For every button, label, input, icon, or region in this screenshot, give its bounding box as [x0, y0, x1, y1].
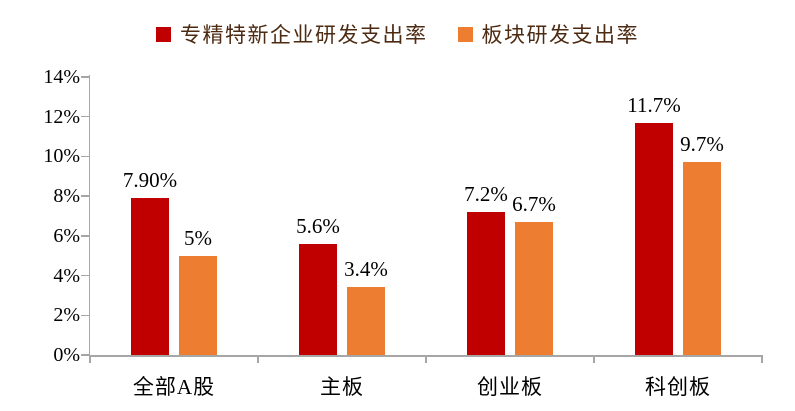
- legend-swatch: [457, 26, 473, 42]
- legend-item: 专精特新企业研发支出率: [156, 19, 428, 49]
- x-axis-category-label: 创业板: [477, 375, 543, 399]
- bar-value-label: 11.7%: [627, 92, 681, 117]
- bar-value-label: 5.6%: [296, 213, 340, 238]
- bar: [179, 255, 217, 355]
- legend-item: 板块研发支出率: [457, 19, 640, 49]
- y-axis-tick-label: 4%: [53, 264, 80, 287]
- x-axis-tick: [593, 355, 595, 363]
- x-axis-tick: [761, 355, 763, 363]
- bar-value-label: 6.7%: [512, 191, 556, 216]
- bar-value-label: 3.4%: [344, 257, 388, 282]
- y-axis-tick: [81, 274, 89, 277]
- y-axis-tick-label: 12%: [43, 105, 80, 128]
- bar: [467, 212, 505, 355]
- legend: 专精特新企业研发支出率 板块研发支出率: [0, 19, 795, 49]
- y-axis-tick: [81, 115, 89, 118]
- y-axis-tick-label: 10%: [43, 145, 80, 168]
- bar-value-label: 5%: [184, 225, 212, 250]
- bar-value-label: 9.7%: [680, 132, 724, 157]
- y-axis-line: [88, 75, 90, 357]
- y-axis-tick-label: 8%: [53, 185, 80, 208]
- y-axis-tick: [81, 195, 89, 197]
- bar: [299, 243, 337, 355]
- legend-label: 板块研发支出率: [481, 23, 639, 47]
- x-axis-tick: [425, 355, 427, 363]
- bar: [347, 287, 385, 355]
- x-axis-category-label: 科创板: [645, 375, 711, 399]
- y-axis-tick-label: 6%: [53, 224, 80, 247]
- bar: [635, 122, 673, 355]
- bar: [131, 198, 169, 355]
- x-axis-tick: [89, 355, 91, 363]
- bar-value-label: 7.2%: [464, 182, 508, 207]
- y-axis-tick-label: 0%: [53, 344, 80, 366]
- x-axis-category-label: 全部A股: [132, 375, 216, 399]
- y-axis-tick: [81, 354, 89, 356]
- y-axis-tick: [81, 155, 89, 158]
- x-axis-tick: [257, 355, 259, 363]
- y-axis-tick: [81, 314, 89, 317]
- y-axis-tick-label: 14%: [43, 66, 80, 88]
- bar: [683, 162, 721, 355]
- bar: [515, 221, 553, 355]
- legend-label: 专精特新企业研发支出率: [180, 23, 428, 47]
- bar-value-label: 7.90%: [122, 168, 178, 193]
- y-axis-tick-label: 2%: [53, 304, 80, 327]
- legend-swatch: [156, 26, 171, 42]
- y-axis-tick: [81, 76, 89, 78]
- y-axis-tick: [81, 235, 89, 237]
- x-axis-category-label: 主板: [320, 375, 364, 399]
